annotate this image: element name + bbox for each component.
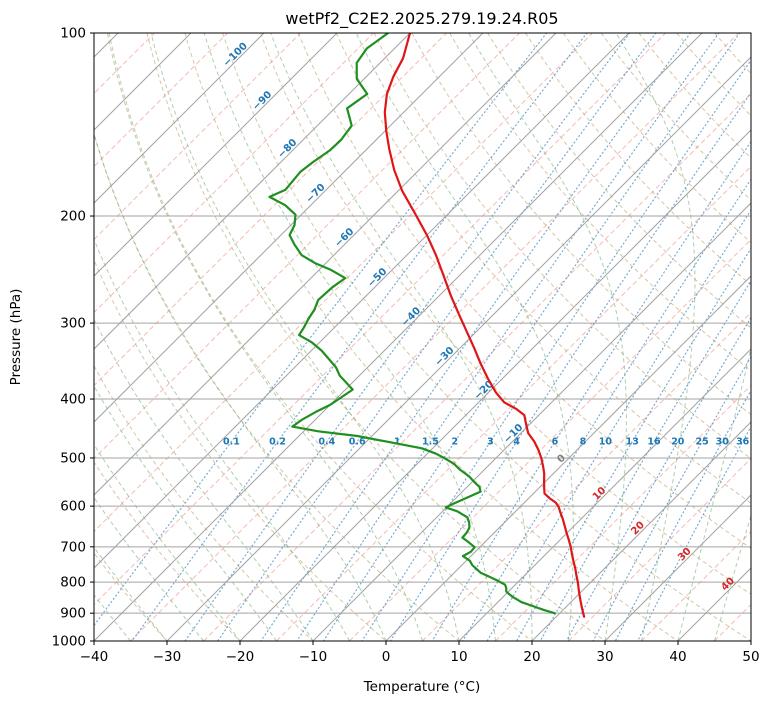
mixing-ratio-label: 1.5 [422, 437, 439, 448]
y-tick-label: 1000 [52, 634, 86, 650]
y-axis-ticks [90, 32, 94, 642]
mixing-ratio-label: 25 [695, 437, 708, 448]
mixing-ratio-label: 13 [626, 437, 639, 448]
y-tick-label: 100 [60, 26, 86, 42]
mixing-ratio-label: 2 [452, 437, 459, 448]
x-tick-label: 0 [382, 649, 391, 665]
mixing-ratio-label: 10 [599, 437, 613, 448]
mixing-ratio-label: 36 [736, 437, 750, 448]
isotherm-label: −70 [304, 182, 328, 206]
mixing-ratio-labels: 0.1 0.2 0.4 0.6 1 1.5 2 3 4 6 8 10 13 16 20 25 30 36 [223, 437, 750, 448]
plot-border [93, 32, 752, 642]
mixing-ratio-label: 0.4 [318, 437, 335, 448]
y-tick-label: 500 [60, 450, 86, 466]
chart-title: wetPf2_C2E2.2025.279.19.24.R05 [285, 9, 558, 29]
background-grid [94, 33, 751, 641]
y-axis-title: Pressure (hPa) [8, 289, 24, 386]
x-axis-tick-labels: −40 −30 −20 −10 0 10 20 30 40 50 [80, 649, 760, 665]
y-axis-tick-labels: 100 200 300 400 500 600 700 800 900 1000 [52, 26, 86, 650]
isotherm-label: 40 [719, 576, 737, 594]
x-axis-ticks [93, 641, 752, 645]
mixing-ratio-label: 16 [647, 437, 661, 448]
temperature-curve [383, 33, 586, 618]
mixing-ratio-label: 6 [552, 437, 559, 448]
x-tick-label: 40 [669, 649, 686, 665]
x-tick-label: −40 [80, 649, 109, 665]
y-tick-label: 900 [60, 606, 86, 622]
dewpoint-curve [268, 33, 556, 615]
mixing-ratio-lines [94, 33, 751, 641]
mixing-ratio-label: 4 [513, 437, 520, 448]
isotherm-label: −30 [433, 345, 457, 369]
x-tick-label: 10 [450, 649, 467, 665]
isotherm-lines [94, 33, 751, 641]
y-tick-label: 400 [60, 392, 86, 408]
x-axis-title: Temperature (°C) [363, 679, 481, 695]
mixing-ratio-label: 8 [580, 437, 587, 448]
x-tick-label: −30 [153, 649, 182, 665]
line-labels: −100−90−80−70−60−50−40−30−20−10010203040… [221, 41, 749, 594]
isotherm-label: −50 [366, 266, 390, 290]
mixing-ratio-label: 1 [394, 437, 401, 448]
dry-adiabat-lines [94, 33, 751, 641]
x-tick-label: −20 [226, 649, 255, 665]
mixing-ratio-label: 0.2 [269, 437, 286, 448]
plot-frame [93, 32, 752, 642]
sounding-profiles [268, 33, 586, 618]
y-tick-label: 800 [60, 575, 86, 591]
moist-adiabat-lines [94, 33, 751, 641]
x-tick-label: −10 [299, 649, 328, 665]
mixing-ratio-label: 3 [487, 437, 494, 448]
isotherm-label: 10 [591, 485, 609, 503]
y-tick-label: 300 [60, 316, 86, 332]
y-tick-label: 700 [60, 539, 86, 555]
x-tick-label: 20 [523, 649, 540, 665]
x-tick-label: 50 [742, 649, 759, 665]
minor-isotherm-lines [94, 33, 751, 641]
mixing-ratio-label: 20 [671, 437, 685, 448]
mixing-ratio-label: 0.6 [349, 437, 366, 448]
isotherm-label: −60 [333, 226, 357, 250]
x-tick-label: 30 [596, 649, 613, 665]
axes: −40 −30 −20 −10 0 10 20 30 40 5010020030040050060… [52, 26, 760, 666]
y-tick-label: 600 [60, 499, 86, 515]
isotherm-label: −100 [221, 41, 249, 69]
isotherm-label: −90 [251, 89, 275, 113]
y-tick-label: 200 [60, 209, 86, 225]
mixing-ratio-label: 0.1 [223, 437, 240, 448]
isotherm-label: −80 [276, 137, 300, 161]
mixing-ratio-label: 30 [716, 437, 730, 448]
